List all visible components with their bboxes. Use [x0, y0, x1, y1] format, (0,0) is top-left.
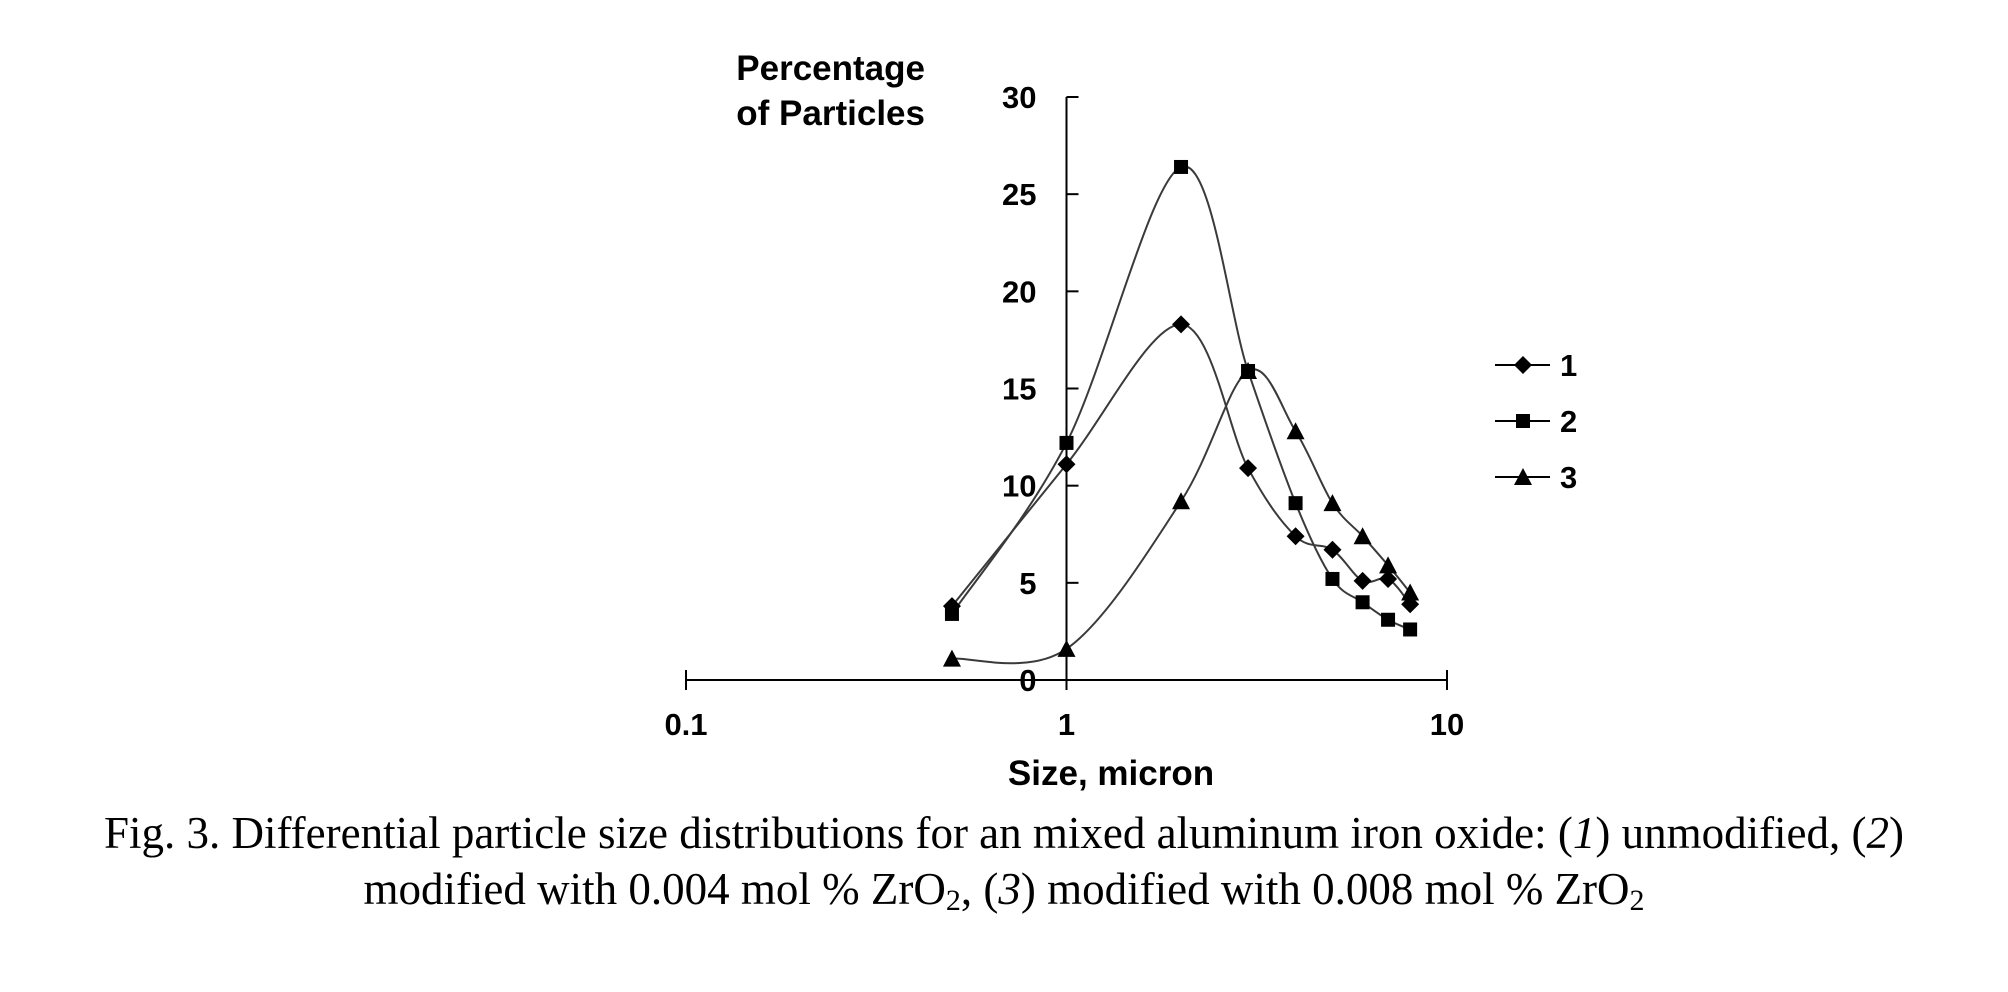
caption-series-number: 1	[1572, 808, 1596, 858]
series-3-point	[1286, 422, 1305, 440]
caption-text: ) modified with 0.008 mol % ZrO	[1020, 864, 1630, 914]
series-3-point	[1379, 556, 1398, 574]
series-1-point	[1323, 540, 1342, 559]
y-tick-label: 0	[1019, 663, 1036, 698]
legend-marker-3	[1514, 468, 1532, 485]
caption-series-number: 3	[998, 864, 1021, 914]
series-2-point	[1403, 622, 1418, 637]
caption-subscript: 2	[1629, 884, 1645, 917]
series-1-point	[1353, 571, 1372, 590]
x-axis-label: Size, micron	[1008, 754, 1214, 793]
series-2-point	[1325, 571, 1340, 586]
legend-label-2: 2	[1560, 404, 1577, 439]
series-3-point	[1239, 362, 1258, 380]
x-tick-label: 0.1	[664, 707, 707, 742]
y-axis-label: Percentage	[736, 49, 925, 88]
series-3-point	[1172, 492, 1191, 510]
y-tick-label: 15	[1002, 372, 1036, 407]
y-tick-label: 5	[1019, 566, 1036, 601]
series-2-point	[1381, 612, 1396, 627]
particle-size-chart: 0.1 1 10 0 5 10 15 20 25 30 1 2 3 Percentage of Par…	[664, 49, 1577, 793]
series-3-point	[1323, 494, 1342, 512]
chart-legend: 1 2 3	[1495, 348, 1577, 495]
legend-marker-2	[1516, 414, 1530, 428]
series-1-point	[1379, 569, 1398, 588]
series-1-point	[1057, 455, 1076, 474]
series-2-point	[1174, 159, 1189, 174]
series-2-point	[944, 606, 959, 621]
y-tick-label: 10	[1002, 469, 1036, 504]
series-1-point	[1286, 527, 1305, 546]
chart-axes: 0.1 1 10 0 5 10 15 20 25 30	[664, 80, 1464, 742]
series-3-point	[1401, 583, 1420, 601]
y-tick-label: 30	[1002, 80, 1036, 115]
x-tick-label: 1	[1058, 707, 1075, 742]
series-1-line	[951, 323, 1411, 607]
series-1-point	[1172, 315, 1191, 334]
series-2-point	[1059, 435, 1074, 450]
series-2-point	[1355, 595, 1370, 610]
y-axis-label: of Particles	[736, 94, 925, 133]
chart-markers	[942, 159, 1420, 667]
caption-text: Fig. 3. Differential particle size distr…	[103, 808, 1573, 858]
series-3-line	[951, 368, 1411, 665]
series-2-point	[1288, 496, 1303, 511]
legend-label-3: 3	[1560, 460, 1577, 495]
x-tick-label: 10	[1430, 707, 1464, 742]
figure-caption: Fig. 3. Differential particle size distr…	[0, 805, 2008, 917]
series-1-point	[1239, 459, 1258, 478]
series-3-point	[1057, 639, 1076, 657]
series-3-point	[942, 649, 961, 667]
caption-text: , (	[960, 864, 999, 914]
y-tick-label: 25	[1002, 177, 1036, 212]
caption-text: ) unmodified, (	[1595, 808, 1867, 858]
legend-label-1: 1	[1560, 348, 1577, 383]
caption-text: modified with 0.004 mol % ZrO	[363, 864, 946, 914]
caption-line-2: modified with 0.004 mol % ZrO2, (3) modi…	[0, 861, 2008, 917]
caption-series-number: 2	[1866, 808, 1890, 858]
caption-line-1: Fig. 3. Differential particle size distr…	[0, 805, 2008, 861]
caption-text: )	[1889, 808, 1905, 858]
y-tick-label: 20	[1002, 274, 1036, 309]
series-3-point	[1353, 527, 1372, 545]
legend-marker-1	[1514, 356, 1532, 374]
caption-subscript: 2	[945, 884, 961, 917]
